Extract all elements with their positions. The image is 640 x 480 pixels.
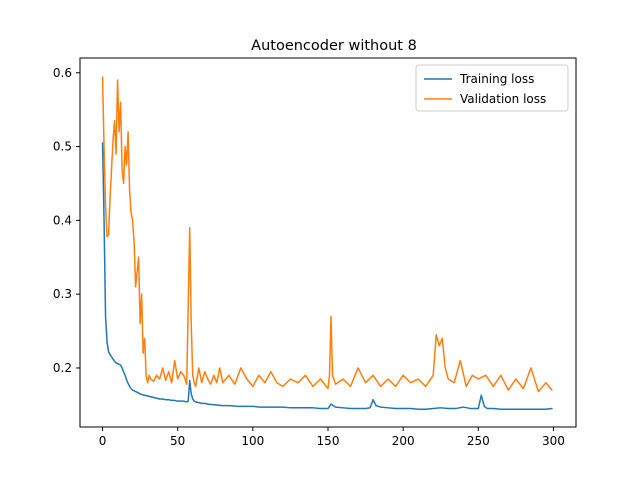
legend-label: Training loss (459, 72, 534, 86)
x-tick-label: 50 (170, 434, 185, 448)
x-tick-label: 0 (99, 434, 107, 448)
legend-box (415, 64, 569, 112)
y-tick-label: 0.4 (53, 213, 72, 227)
x-tick-label: 300 (542, 434, 565, 448)
axis-ticks: 0 50 100 150 200 250 300 0.2 0.3 0.4 0.5 0.6 (53, 66, 565, 448)
x-tick-label: 150 (317, 434, 340, 448)
series-line-validation-loss (101, 76, 553, 393)
legend: Training loss Validation loss (415, 64, 569, 112)
y-tick-label: 0.6 (53, 66, 72, 80)
x-tick-label: 250 (467, 434, 490, 448)
y-tick-label: 0.2 (53, 361, 72, 375)
series-line-training-loss (101, 142, 553, 411)
plot-area (101, 76, 553, 411)
y-tick-label: 0.3 (53, 287, 72, 301)
axes-frame (79, 57, 577, 428)
x-tick-label: 100 (241, 434, 264, 448)
x-tick-label: 200 (392, 434, 415, 448)
y-tick-label: 0.5 (53, 140, 72, 154)
chart-title: Autoencoder without 8 (251, 38, 417, 54)
legend-label: Validation loss (460, 92, 546, 106)
